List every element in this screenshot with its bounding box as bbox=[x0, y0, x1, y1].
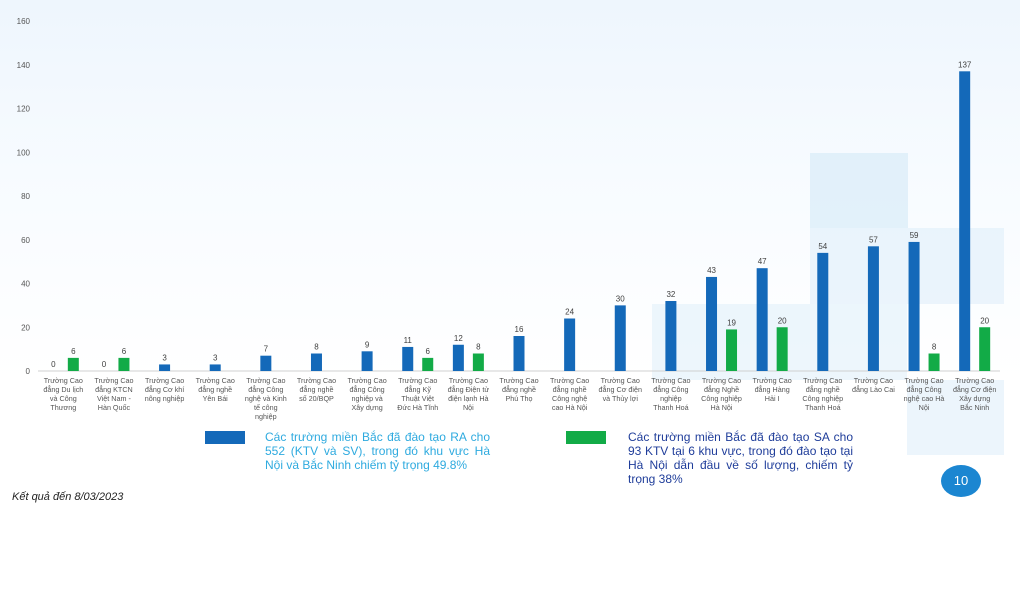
bar-series-1 bbox=[817, 252, 829, 371]
category-label: Trường Cao đẳng Hàng Hải I bbox=[753, 376, 792, 403]
data-label-series-1: 16 bbox=[515, 325, 524, 334]
data-label-series-2: 6 bbox=[122, 347, 127, 356]
category-label: Trường Cao đẳng KTCN Việt Nam -Hàn Quốc bbox=[94, 376, 133, 412]
data-labels: 0 6 0 6 3 3 7 8 9 11 6 12 8 16 24 30 32 43 19 47 20 54 57 59 8 13… bbox=[51, 60, 990, 369]
y-tick-label: 20 bbox=[21, 323, 30, 332]
decor-tile bbox=[810, 228, 1004, 304]
bar-series-2 bbox=[726, 329, 738, 371]
bar-series-1 bbox=[159, 364, 171, 371]
data-label-series-1: 43 bbox=[707, 266, 716, 275]
bar-series-1 bbox=[665, 301, 677, 371]
bar-series-2 bbox=[422, 357, 434, 371]
category-label: Trường Cao đẳng Cơ điện Xây dựng Bắc Ninh bbox=[953, 376, 996, 412]
data-label-series-1: 9 bbox=[365, 340, 370, 349]
y-tick-label: 100 bbox=[17, 148, 31, 157]
legend-text-blue: Các trường miền Bắc đã đào tạo RA cho 55… bbox=[265, 430, 490, 472]
data-label-series-1: 59 bbox=[910, 231, 919, 240]
bar-series-1 bbox=[513, 336, 525, 371]
y-tick-label: 120 bbox=[17, 105, 31, 114]
bar-series-2 bbox=[118, 357, 130, 371]
bar-series-1 bbox=[959, 71, 971, 371]
bar-series-1 bbox=[614, 305, 626, 371]
y-tick-label: 80 bbox=[21, 192, 30, 201]
data-label-series-1: 0 bbox=[51, 360, 56, 369]
category-label: Trường Cao đẳng nghề số 20/BQP bbox=[297, 376, 336, 403]
bar-series-2 bbox=[776, 327, 788, 371]
footnote: Kết quả đến 8/03/2023 bbox=[12, 491, 124, 503]
data-label-series-1: 47 bbox=[758, 257, 767, 266]
data-label-series-1: 8 bbox=[314, 343, 319, 352]
bar-series-1 bbox=[209, 364, 221, 371]
bar-series-1 bbox=[867, 246, 879, 371]
category-label: Trường Cao đẳng Du lịch và Công Thương bbox=[43, 376, 83, 412]
bar-series-1 bbox=[260, 355, 272, 371]
data-label-series-1: 57 bbox=[869, 235, 878, 244]
category-label: Trường Cao đẳng nghề Yên Bái bbox=[196, 376, 235, 403]
bar-series-2 bbox=[472, 353, 484, 371]
category-label: Trường Cao đẳng nghề Công nghệ cao Hà Nội bbox=[550, 376, 589, 412]
data-label-series-2: 8 bbox=[476, 343, 481, 352]
bar-series-2 bbox=[67, 357, 79, 371]
legend-swatch-green bbox=[566, 431, 606, 444]
bar-series-1 bbox=[706, 276, 718, 371]
category-label: Trường Cao đẳng Công nghiệp và Xây dựng bbox=[347, 376, 386, 412]
bar-series-1 bbox=[310, 353, 322, 371]
decor-tile bbox=[810, 153, 908, 228]
category-label: Trường Cao đẳng Lào Cai bbox=[852, 376, 895, 394]
data-label-series-2: 8 bbox=[932, 343, 937, 352]
data-label-series-1: 7 bbox=[264, 345, 269, 354]
bar-series-1 bbox=[402, 346, 414, 371]
data-label-series-1: 3 bbox=[162, 353, 167, 362]
bars bbox=[67, 71, 991, 371]
category-label: Trường Cao đẳng Công nghệ và Kinh tế công ng… bbox=[245, 376, 287, 421]
category-label: Trường Cao đẳng Công nghệ cao Hà Nội bbox=[904, 376, 945, 412]
category-label: Trường Cao đẳng Công nghiệp Thanh Hoá bbox=[651, 376, 690, 412]
legend-swatch-blue bbox=[205, 431, 245, 444]
data-label-series-2: 20 bbox=[778, 316, 787, 325]
category-label: Trường Cao đẳng Cơ điện và Thủy lợi bbox=[599, 376, 642, 403]
data-label-series-1: 32 bbox=[666, 290, 675, 299]
category-label: Trường Cao đẳng Kỹ Thuật Việt Đức Hà Tĩnh bbox=[397, 376, 438, 412]
y-tick-label: 60 bbox=[21, 236, 30, 245]
y-axis: 0 20 40 60 80 100 120 140 160 bbox=[17, 17, 31, 376]
data-label-series-2: 20 bbox=[980, 316, 989, 325]
data-label-series-1: 11 bbox=[404, 336, 413, 345]
data-label-series-2: 19 bbox=[727, 318, 736, 327]
category-label: Trường Cao đẳng Cơ khí nông nghiệp bbox=[145, 376, 185, 403]
bar-series-1 bbox=[756, 268, 768, 371]
data-label-series-1: 12 bbox=[454, 334, 463, 343]
bar-series-2 bbox=[979, 327, 991, 371]
data-label-series-2: 6 bbox=[426, 347, 431, 356]
bar-series-1 bbox=[908, 241, 920, 371]
y-tick-label: 160 bbox=[17, 17, 31, 26]
data-label-series-1: 3 bbox=[213, 353, 218, 362]
category-label: Trường Cao đẳng nghề Phú Thọ bbox=[499, 376, 538, 403]
category-label: Trường Cao đẳng nghề Công nghiệp Thanh Hoá bbox=[802, 376, 843, 412]
legend-text-green: Các trường miền Bắc đã đào tạo SA cho 93… bbox=[628, 430, 853, 486]
category-label: Trường Cao đẳng Nghề Công nghiệp Hà Nội bbox=[701, 376, 742, 412]
data-label-series-1: 54 bbox=[818, 242, 827, 251]
bar-series-2 bbox=[928, 353, 940, 371]
data-label-series-1: 24 bbox=[565, 308, 574, 317]
decor-tile bbox=[907, 380, 1004, 455]
data-label-series-1: 137 bbox=[958, 60, 972, 69]
data-label-series-2: 6 bbox=[71, 347, 76, 356]
y-tick-label: 40 bbox=[21, 280, 30, 289]
y-tick-label: 0 bbox=[26, 367, 31, 376]
bar-series-1 bbox=[452, 344, 464, 371]
category-labels: Trường Cao đẳng Du lịch và Công Thương Trườn… bbox=[43, 376, 996, 421]
y-tick-label: 140 bbox=[17, 61, 31, 70]
bar-series-1 bbox=[361, 351, 373, 371]
bar-series-1 bbox=[564, 318, 576, 371]
data-label-series-1: 30 bbox=[616, 294, 625, 303]
category-label: Trường Cao đẳng Điện tử điện lạnh Hà Nội bbox=[448, 376, 490, 412]
page-number-badge: 10 bbox=[941, 465, 981, 497]
data-label-series-1: 0 bbox=[102, 360, 107, 369]
